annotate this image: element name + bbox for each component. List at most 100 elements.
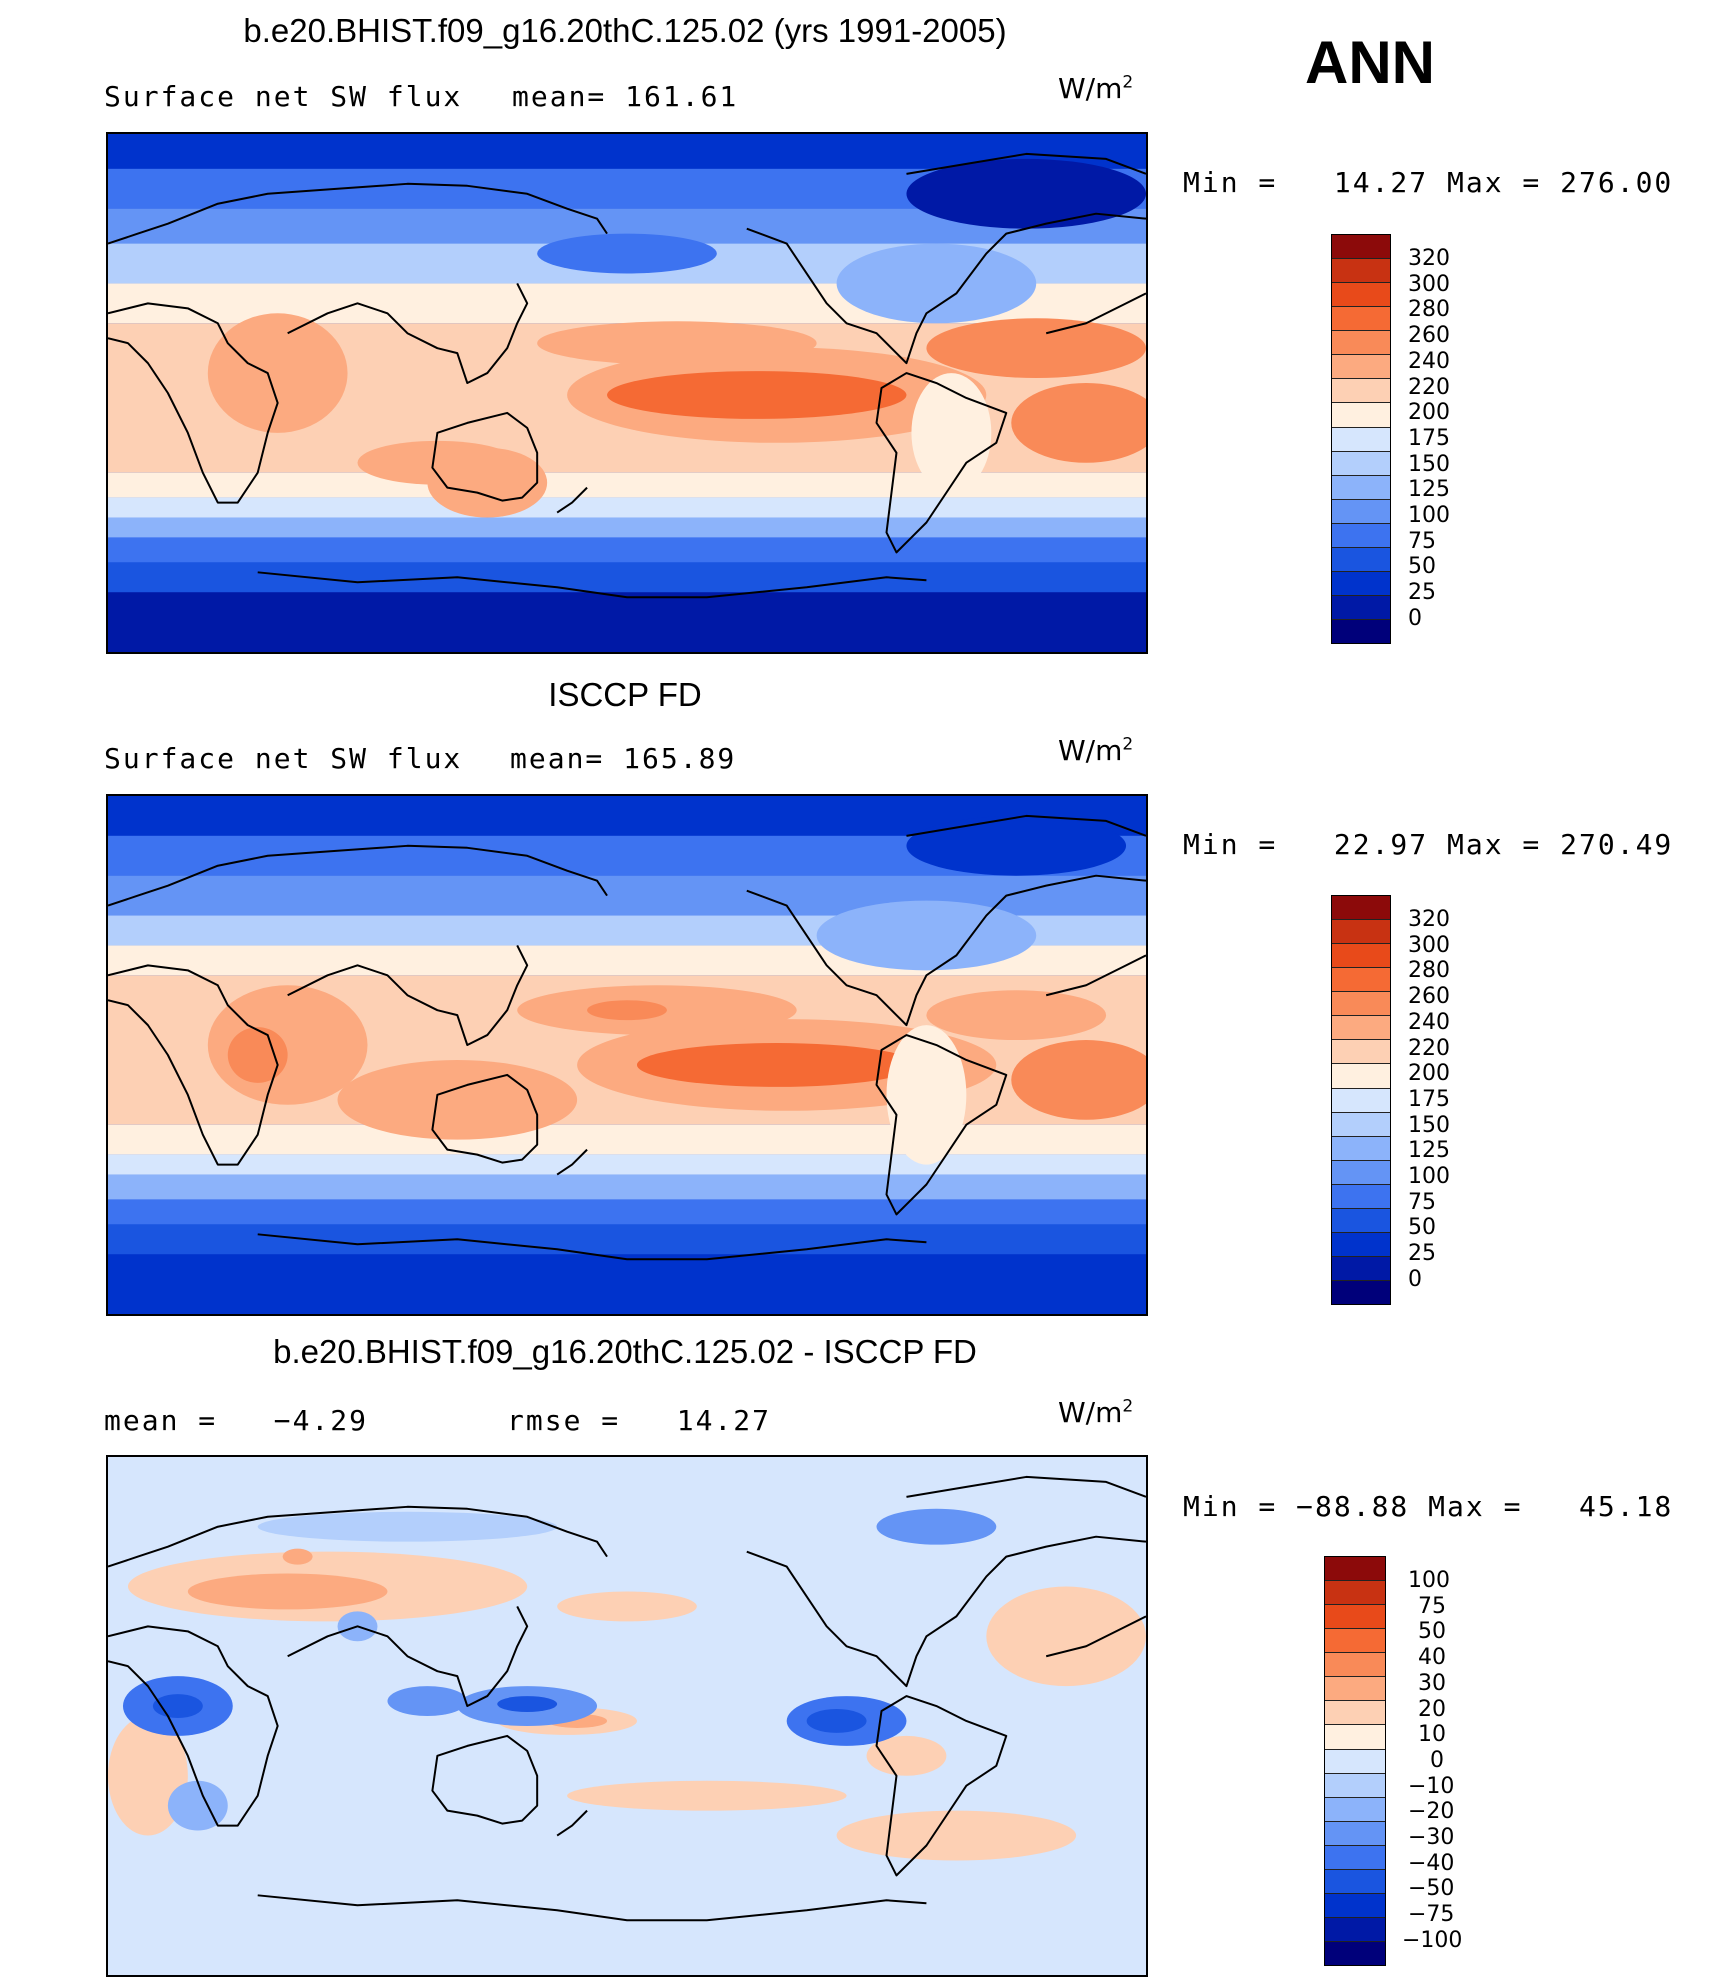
panel-3-colorbar-labels: 100 75 50 40 30 20 10 0 −10 −20 −30 −40 …: [1402, 1570, 1512, 1960]
colorbar-label: −75: [1408, 1902, 1455, 1928]
panel-3-units: W/m2: [1058, 1396, 1134, 1429]
colorbar-label: 200: [1408, 1061, 1450, 1087]
colorbar-label: 220: [1408, 1035, 1450, 1061]
colorbar-swatch: [1332, 306, 1390, 331]
colorbar-swatch: [1332, 991, 1390, 1016]
colorbar-swatch: [1332, 378, 1390, 403]
colorbar-swatch: [1332, 619, 1390, 644]
colorbar-label: 220: [1408, 374, 1450, 400]
colorbar-swatch: [1332, 1280, 1390, 1305]
colorbar-swatch: [1332, 402, 1390, 427]
colorbar-swatch: [1332, 1039, 1390, 1064]
panel-2-mean-label: mean= 165.89: [510, 742, 737, 775]
colorbar-swatch: [1332, 1231, 1390, 1256]
colorbar-swatch: [1332, 1111, 1390, 1136]
panel-2-colorbar-swatches: [1332, 896, 1390, 1305]
colorbar-label: 125: [1408, 1138, 1450, 1164]
colorbar-swatch: [1325, 1892, 1385, 1917]
colorbar-swatch: [1325, 1796, 1385, 1821]
colorbar-swatch: [1325, 1772, 1385, 1797]
colorbar-label: 75: [1408, 1189, 1436, 1215]
colorbar-label: 50: [1408, 554, 1436, 580]
colorbar-label: 240: [1408, 1009, 1450, 1035]
panel-3-colorbar-swatches: [1325, 1557, 1385, 1966]
colorbar-swatch: [1332, 450, 1390, 475]
panel-3-colorbar: [1324, 1556, 1386, 1966]
colorbar-label: 25: [1408, 580, 1436, 606]
colorbar-swatch: [1325, 1941, 1385, 1966]
colorbar-swatch: [1332, 896, 1390, 920]
colorbar-swatch: [1325, 1557, 1385, 1581]
colorbar-swatch: [1332, 594, 1390, 619]
season-label: ANN: [1305, 29, 1435, 96]
colorbar-label: 40: [1418, 1645, 1446, 1671]
colorbar-label: −40: [1408, 1850, 1455, 1876]
colorbar-label: 150: [1408, 1112, 1450, 1138]
colorbar-swatch: [1325, 1868, 1385, 1893]
panel-2-variable-label: Surface net SW flux: [104, 742, 463, 775]
colorbar-label: 20: [1418, 1696, 1446, 1722]
panel-2-map-field: [108, 796, 1146, 1314]
colorbar-swatch: [1325, 1700, 1385, 1725]
colorbar-label: 100: [1408, 503, 1450, 528]
colorbar-swatch: [1332, 1159, 1390, 1184]
colorbar-label: −50: [1408, 1876, 1455, 1902]
colorbar-swatch: [1325, 1844, 1385, 1869]
panel-1-map-field: [108, 134, 1146, 652]
colorbar-swatch: [1332, 1063, 1390, 1088]
colorbar-label: 0: [1408, 1266, 1422, 1292]
panel-3-map: [106, 1455, 1148, 1977]
panel-1-colorbar: [1331, 234, 1391, 644]
colorbar-label: 200: [1408, 400, 1450, 426]
colorbar-swatch: [1332, 943, 1390, 968]
colorbar-swatch: [1332, 426, 1390, 451]
panel-2-minmax: Min = 22.97 Max = 270.49: [1183, 828, 1674, 861]
panel-3-mean-label: mean = −4.29: [104, 1404, 369, 1437]
colorbar-label: 75: [1408, 528, 1436, 554]
colorbar-swatch: [1332, 1255, 1390, 1280]
colorbar-label: 125: [1408, 477, 1450, 503]
colorbar-swatch: [1332, 330, 1390, 355]
panel-3-rmse-label: rmse = 14.27: [507, 1404, 772, 1437]
colorbar-label: 100: [1408, 1164, 1450, 1189]
panel-1-colorbar-labels: 320 300 280 260 240 220 200 175 150 125 …: [1408, 248, 1508, 638]
panel-1-mean-label: mean= 161.61: [512, 80, 739, 113]
colorbar-swatch: [1332, 474, 1390, 499]
colorbar-swatch: [1325, 1820, 1385, 1845]
colorbar-label: 300: [1408, 271, 1450, 297]
colorbar-swatch: [1332, 354, 1390, 379]
colorbar-label: 175: [1408, 1086, 1450, 1112]
colorbar-label: 280: [1408, 297, 1450, 323]
colorbar-swatch: [1332, 967, 1390, 992]
panel-2-units: W/m2: [1058, 734, 1134, 767]
panel-2-title: ISCCP FD: [548, 676, 702, 713]
colorbar-label: 175: [1408, 425, 1450, 451]
colorbar-swatch: [1325, 1916, 1385, 1941]
colorbar-label: 0: [1408, 605, 1422, 631]
colorbar-label: 260: [1408, 323, 1450, 349]
colorbar-swatch: [1332, 282, 1390, 307]
colorbar-swatch: [1332, 1183, 1390, 1208]
colorbar-label: 320: [1408, 246, 1450, 271]
panel-1-colorbar-swatches: [1332, 235, 1390, 644]
colorbar-swatch: [1332, 546, 1390, 571]
colorbar-label: −10: [1408, 1773, 1455, 1799]
panel-1-variable-label: Surface net SW flux: [104, 80, 463, 113]
colorbar-swatch: [1332, 498, 1390, 523]
colorbar-label: −30: [1408, 1825, 1455, 1850]
colorbar-swatch: [1325, 1580, 1385, 1605]
colorbar-label: 320: [1408, 907, 1450, 932]
colorbar-label: 75: [1418, 1593, 1446, 1619]
panel-1-minmax: Min = 14.27 Max = 276.00: [1183, 166, 1674, 199]
colorbar-swatch: [1325, 1676, 1385, 1701]
panel-1-units: W/m2: [1058, 72, 1134, 105]
panel-3-title: b.e20.BHIST.f09_g16.20thC.125.02 - ISCCP…: [273, 1333, 977, 1370]
panel-3-minmax: Min = −88.88 Max = 45.18: [1183, 1490, 1674, 1523]
panel-1-title: b.e20.BHIST.f09_g16.20thC.125.02 (yrs 19…: [243, 12, 1007, 49]
panel-1-map: [106, 132, 1148, 654]
colorbar-label: 10: [1418, 1722, 1446, 1748]
colorbar-swatch: [1332, 235, 1390, 259]
colorbar-swatch: [1325, 1628, 1385, 1653]
colorbar-label: 0: [1430, 1747, 1444, 1773]
colorbar-label: 260: [1408, 984, 1450, 1010]
